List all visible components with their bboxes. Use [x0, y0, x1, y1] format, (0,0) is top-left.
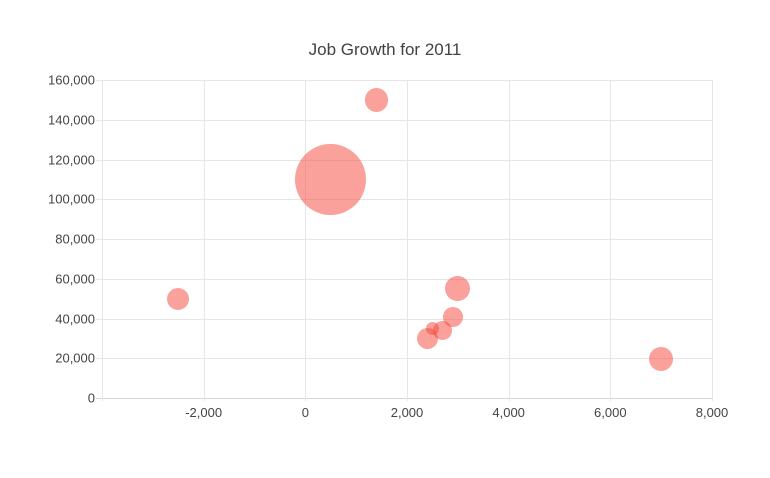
- y-axis-tick-label: 80,000: [55, 231, 95, 247]
- y-axis-tick-label: 160,000: [48, 72, 95, 88]
- y-axis-tick-label: 20,000: [55, 350, 95, 366]
- bubble[interactable]: [442, 306, 463, 327]
- bubble[interactable]: [295, 143, 367, 215]
- gridline-vertical: [407, 80, 408, 401]
- gridline-vertical: [203, 80, 205, 401]
- bubble[interactable]: [649, 347, 674, 372]
- y-axis-tick-label: 60,000: [55, 271, 95, 287]
- gridline-horizontal: [96, 80, 712, 81]
- y-axis-tick-label: 40,000: [55, 311, 95, 326]
- gridline-horizontal: [96, 398, 712, 399]
- x-axis-tick-label: 2,000: [390, 405, 424, 420]
- x-axis-tick-label: 8,000: [695, 405, 729, 420]
- x-axis-tick-label: 0: [301, 405, 309, 420]
- chart-title: Job Growth for 2011: [308, 40, 462, 59]
- gridline-vertical: [305, 80, 307, 401]
- bubble[interactable]: [445, 276, 471, 302]
- bubble[interactable]: [364, 88, 389, 112]
- gridline-vertical: [102, 80, 103, 401]
- gridline-horizontal: [96, 119, 712, 121]
- gridline-horizontal: [96, 278, 712, 280]
- gridline-vertical: [508, 80, 510, 401]
- y-axis-tick-label: 120,000: [48, 152, 95, 167]
- x-axis-tick-label: 4,000: [492, 405, 525, 420]
- x-axis-tick-label: 6,000: [594, 405, 627, 420]
- gridline-horizontal: [96, 358, 712, 360]
- y-axis-tick-label: 0: [87, 390, 95, 406]
- x-axis-tick-label: -2,000: [185, 405, 223, 420]
- gridline-horizontal: [96, 318, 712, 320]
- bubble[interactable]: [167, 287, 190, 310]
- gridline-horizontal: [96, 199, 712, 201]
- gridline-horizontal: [96, 159, 712, 161]
- y-axis-tick-label: 100,000: [48, 191, 95, 207]
- gridline-vertical: [610, 80, 612, 401]
- gridline-vertical: [712, 80, 713, 401]
- y-axis-tick-label: 140,000: [48, 112, 95, 128]
- gridline-horizontal: [96, 239, 712, 240]
